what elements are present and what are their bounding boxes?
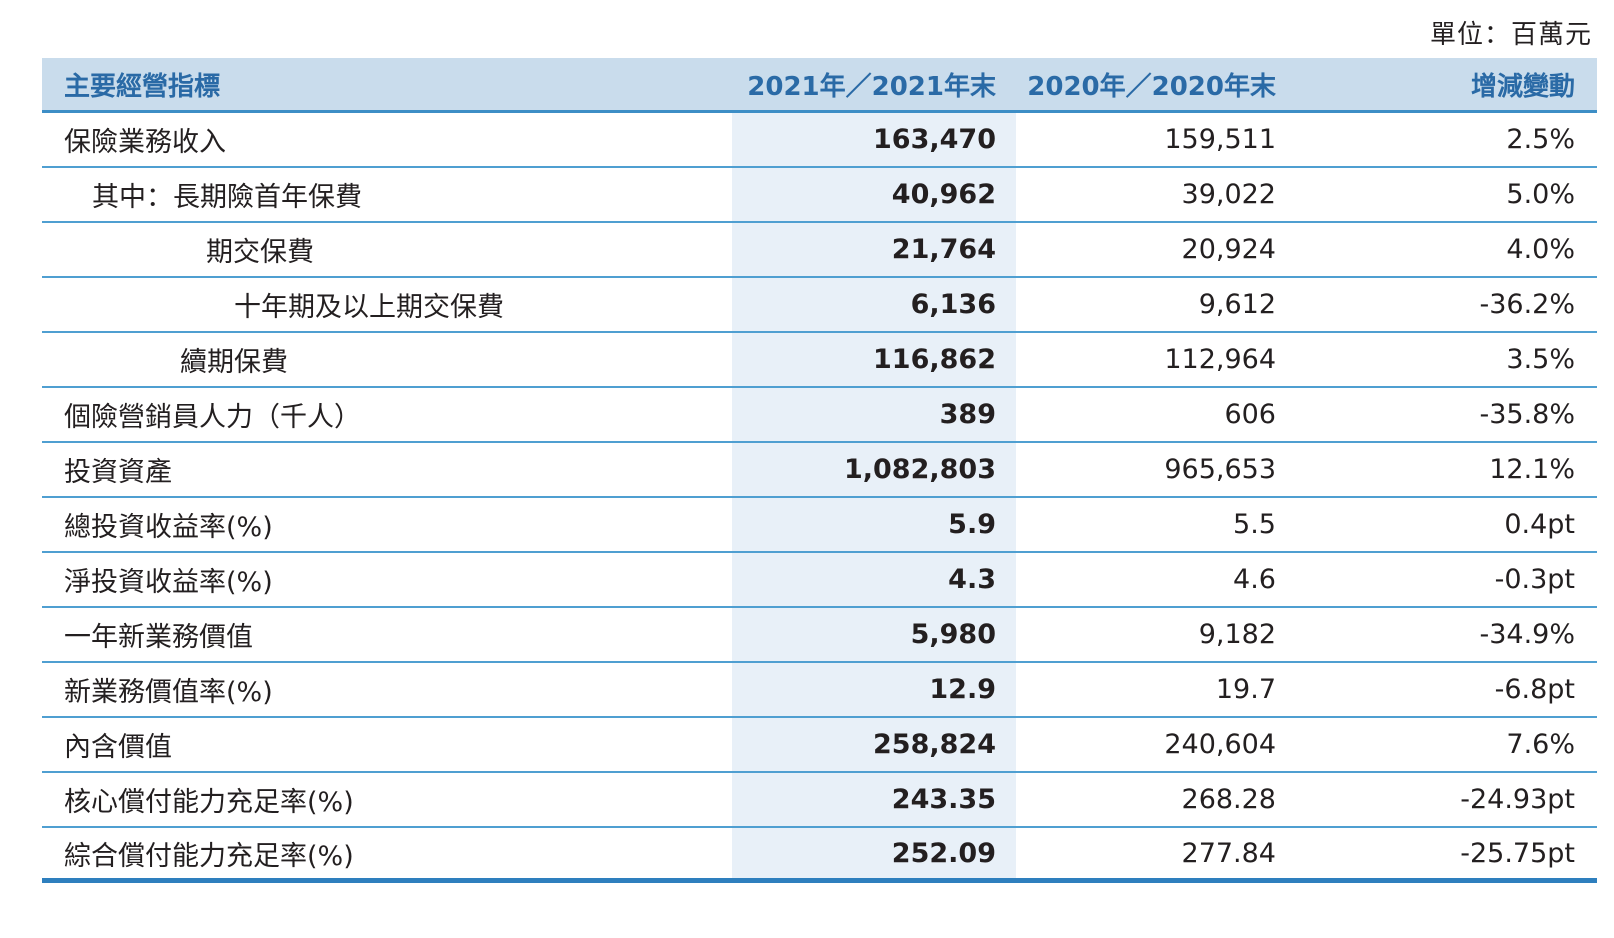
row-label: 其中：長期險首年保費 bbox=[92, 182, 362, 213]
value-2021: 5,980 bbox=[732, 608, 1016, 661]
value-2020: 9,182 bbox=[1198, 619, 1276, 650]
value-change: -34.9% bbox=[1479, 619, 1575, 650]
row-label: 個險營銷員人力（千人） bbox=[64, 402, 361, 433]
value-2020: 5.5 bbox=[1233, 509, 1276, 540]
row-label: 總投資收益率(%) bbox=[64, 512, 273, 543]
unit-label: 單位：百萬元 bbox=[1429, 20, 1592, 50]
value-change: -6.8pt bbox=[1494, 674, 1575, 705]
value-2020: 965,653 bbox=[1164, 454, 1276, 485]
table-row: 十年期及以上期交保費 6,136 9,612 -36.2% bbox=[42, 278, 1597, 333]
row-label: 保險業務收入 bbox=[64, 127, 226, 158]
value-2020: 159,511 bbox=[1164, 124, 1276, 155]
row-label: 一年新業務價值 bbox=[64, 622, 253, 653]
table-header: 主要經營指標 2021年／2021年末 2020年／2020年末 增減變動 bbox=[42, 58, 1597, 113]
value-change: 5.0% bbox=[1506, 179, 1575, 210]
table-row: 核心償付能力充足率(%) 243.35 268.28 -24.93pt bbox=[42, 773, 1597, 828]
value-change: 7.6% bbox=[1506, 729, 1575, 760]
value-change: -24.93pt bbox=[1460, 784, 1575, 815]
row-label: 核心償付能力充足率(%) bbox=[64, 787, 354, 818]
header-indicator: 主要經營指標 bbox=[64, 71, 221, 102]
value-change: 4.0% bbox=[1506, 234, 1575, 265]
header-change: 增減變動 bbox=[1470, 71, 1575, 102]
value-2021: 163,470 bbox=[732, 113, 1016, 166]
table-row: 新業務價值率(%) 12.9 19.7 -6.8pt bbox=[42, 663, 1597, 718]
value-change: 3.5% bbox=[1506, 344, 1575, 375]
table-row: 其中：長期險首年保費 40,962 39,022 5.0% bbox=[42, 168, 1597, 223]
table-row: 總投資收益率(%) 5.9 5.5 0.4pt bbox=[42, 498, 1597, 553]
value-2021: 6,136 bbox=[732, 278, 1016, 331]
value-2020: 4.6 bbox=[1233, 564, 1276, 595]
header-2020: 2020年／2020年末 bbox=[1027, 71, 1276, 102]
value-change: -36.2% bbox=[1479, 289, 1575, 320]
value-change: 12.1% bbox=[1489, 454, 1575, 485]
table-row: 綜合償付能力充足率(%) 252.09 277.84 -25.75pt bbox=[42, 828, 1597, 883]
table-row: 續期保費 116,862 112,964 3.5% bbox=[42, 333, 1597, 388]
value-2021: 5.9 bbox=[732, 498, 1016, 551]
value-change: -35.8% bbox=[1479, 399, 1575, 430]
value-change: 0.4pt bbox=[1504, 509, 1575, 540]
row-label: 續期保費 bbox=[180, 347, 288, 378]
row-label: 新業務價值率(%) bbox=[64, 677, 273, 708]
value-2020: 112,964 bbox=[1164, 344, 1276, 375]
row-label: 十年期及以上期交保費 bbox=[234, 292, 504, 323]
key-indicators-table: 主要經營指標 2021年／2021年末 2020年／2020年末 增減變動 保險… bbox=[42, 58, 1597, 883]
table-row: 個險營銷員人力（千人） 389 606 -35.8% bbox=[42, 388, 1597, 443]
value-2021: 4.3 bbox=[732, 553, 1016, 606]
value-2021: 389 bbox=[732, 388, 1016, 441]
value-2020: 240,604 bbox=[1164, 729, 1276, 760]
row-label: 綜合償付能力充足率(%) bbox=[64, 840, 354, 872]
value-2020: 606 bbox=[1224, 399, 1276, 430]
table-row: 投資資產 1,082,803 965,653 12.1% bbox=[42, 443, 1597, 498]
value-2020: 39,022 bbox=[1181, 179, 1276, 210]
value-2021: 1,082,803 bbox=[732, 443, 1016, 496]
value-2020: 268.28 bbox=[1181, 784, 1276, 815]
value-2020: 19.7 bbox=[1215, 674, 1276, 705]
value-change: -0.3pt bbox=[1494, 564, 1575, 595]
value-change: 2.5% bbox=[1506, 124, 1575, 155]
header-2021: 2021年／2021年末 bbox=[747, 71, 996, 102]
value-2021: 12.9 bbox=[732, 663, 1016, 716]
row-label: 投資資產 bbox=[64, 457, 172, 488]
row-label: 內含價值 bbox=[64, 732, 172, 763]
table-row: 期交保費 21,764 20,924 4.0% bbox=[42, 223, 1597, 278]
table-row: 保險業務收入 163,470 159,511 2.5% bbox=[42, 113, 1597, 168]
value-2021: 258,824 bbox=[732, 718, 1016, 771]
table-row: 淨投資收益率(%) 4.3 4.6 -0.3pt bbox=[42, 553, 1597, 608]
value-2021: 116,862 bbox=[732, 333, 1016, 386]
row-label: 期交保費 bbox=[206, 237, 314, 268]
value-2020: 20,924 bbox=[1181, 234, 1276, 265]
row-label: 淨投資收益率(%) bbox=[64, 567, 273, 598]
value-2021: 40,962 bbox=[732, 168, 1016, 221]
value-change: -25.75pt bbox=[1460, 837, 1575, 869]
table-row: 內含價值 258,824 240,604 7.6% bbox=[42, 718, 1597, 773]
table-row: 一年新業務價值 5,980 9,182 -34.9% bbox=[42, 608, 1597, 663]
value-2020: 9,612 bbox=[1198, 289, 1276, 320]
value-2021: 21,764 bbox=[732, 223, 1016, 276]
value-2021: 252.09 bbox=[732, 828, 1016, 878]
value-2021: 243.35 bbox=[732, 773, 1016, 826]
value-2020: 277.84 bbox=[1181, 837, 1276, 869]
